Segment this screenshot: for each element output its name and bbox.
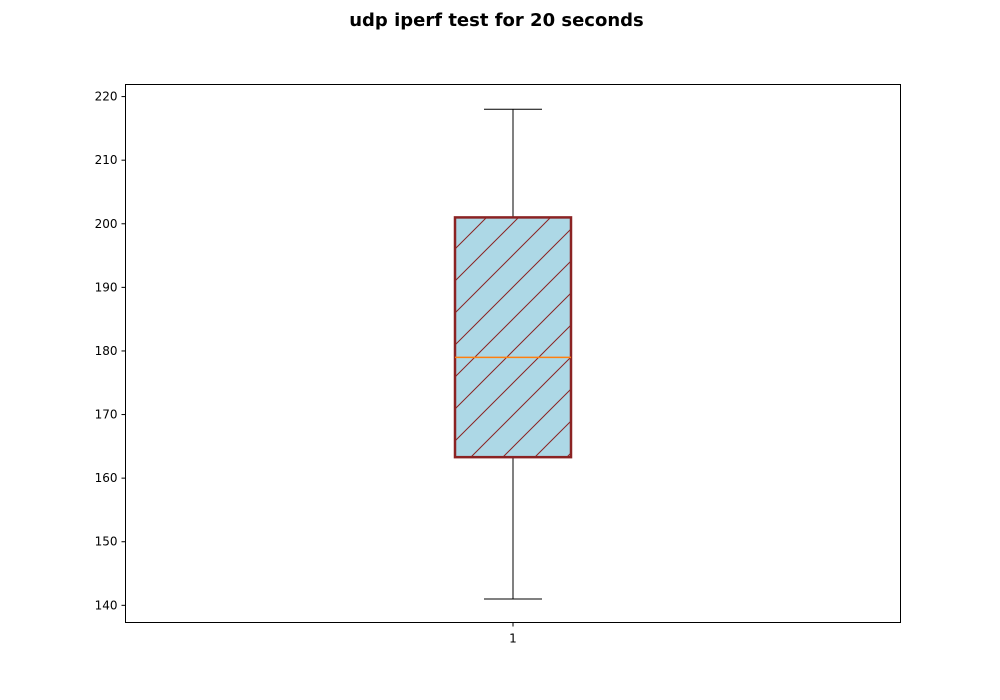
x-axis: 1 (509, 622, 517, 646)
chart-title: udp iperf test for 20 seconds (349, 10, 644, 31)
boxes-group (453, 108, 573, 600)
box-hatch (455, 217, 571, 458)
plot-frame (125, 84, 901, 623)
y-axis: 140 150 160 170 180 190 200 210 220 (95, 90, 126, 612)
y-tick-label: 160 (95, 471, 118, 485)
y-tick-label: 200 (95, 217, 118, 231)
y-tick-label: 170 (95, 408, 118, 422)
y-tick-label: 180 (95, 344, 118, 358)
y-tick-label: 220 (95, 90, 118, 104)
box-edge (453, 216, 573, 459)
y-tick-label: 210 (95, 153, 118, 167)
y-tick-label: 140 (95, 598, 118, 612)
x-tick-label: 1 (509, 632, 517, 646)
y-tick-label: 190 (95, 280, 118, 294)
y-tick-label: 150 (95, 535, 118, 549)
